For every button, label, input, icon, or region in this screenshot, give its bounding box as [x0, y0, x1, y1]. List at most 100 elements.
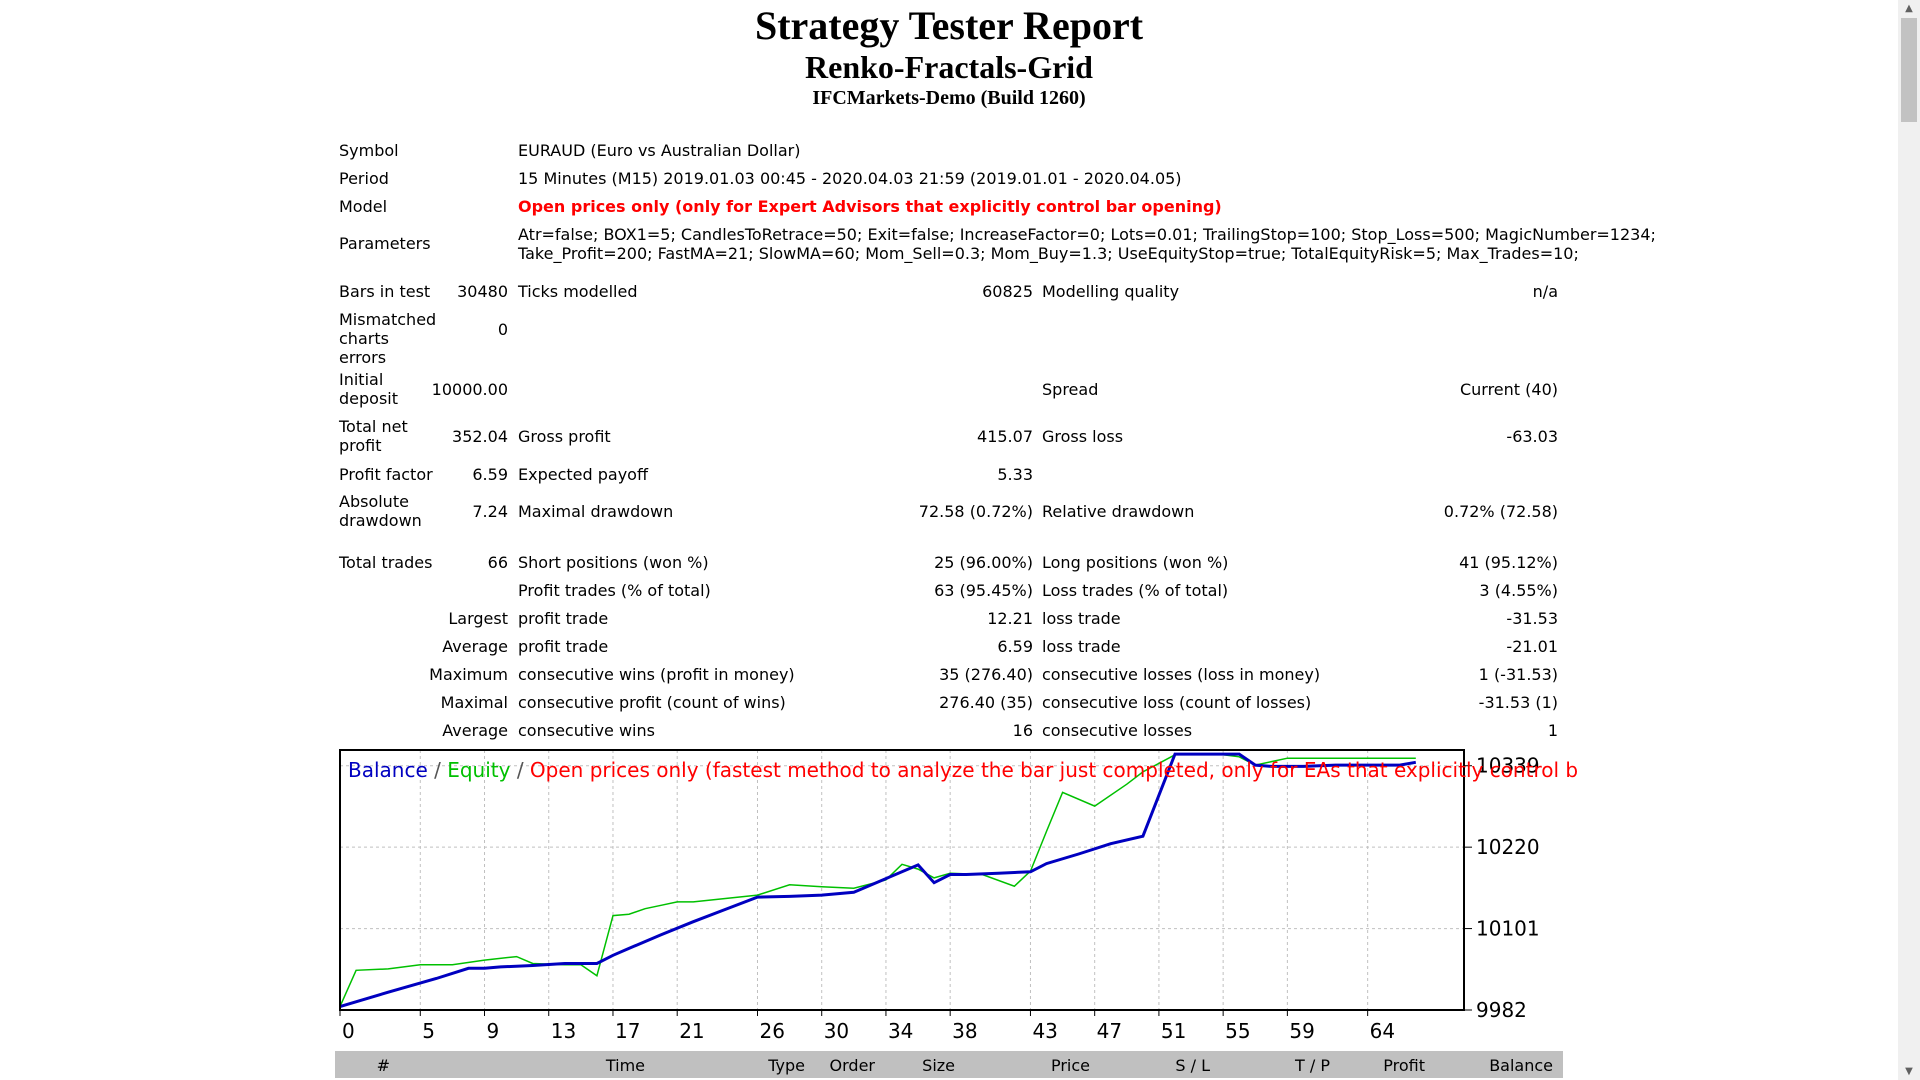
symbol-label: Symbol	[339, 141, 399, 160]
x-tick-label: 5	[422, 1019, 435, 1043]
deposit-label: Initial deposit	[339, 370, 398, 408]
profit-trades-label: Profit trades (% of total)	[518, 581, 711, 600]
maximal-consecutive-loss-label: consecutive loss (count of losses)	[1042, 693, 1312, 712]
y-tick-label: 9982	[1476, 998, 1527, 1022]
max-consecutive-losses-label: consecutive losses (loss in money)	[1042, 665, 1321, 684]
legend-model: Open prices only (fastest method to anal…	[529, 758, 1579, 782]
average-profit-value: 6.59	[997, 637, 1033, 656]
period-value: 15 Minutes (M15) 2019.01.03 00:45 - 2020…	[518, 169, 1182, 188]
relative-drawdown-value: 0.72% (72.58)	[1443, 502, 1558, 521]
vertical-scrollbar[interactable]: ▲ ▼	[1898, 0, 1920, 1080]
chart-legend: Balance / Equity / Open prices only (fas…	[348, 758, 1578, 782]
th-size: Size	[922, 1056, 955, 1075]
report-title: Strategy Tester Report	[754, 3, 1144, 48]
loss-trades-value: 3 (4.55%)	[1479, 581, 1558, 600]
maximum-label: Maximum	[429, 665, 508, 684]
average-loss-value: -21.01	[1506, 637, 1558, 656]
y-tick-label: 10220	[1476, 835, 1540, 859]
largest-profit-label: profit trade	[518, 609, 609, 628]
x-tick-label: 26	[759, 1019, 784, 1043]
th-balance: Balance	[1489, 1056, 1553, 1075]
deposit-value: 10000.00	[431, 380, 508, 399]
gross-loss-label: Gross loss	[1042, 427, 1124, 446]
th-time: Time	[605, 1056, 645, 1075]
parameters-label: Parameters	[339, 234, 431, 253]
th-type: Type	[768, 1056, 805, 1075]
short-positions-label: Short positions (won %)	[518, 553, 709, 572]
legend-equity: Equity	[447, 758, 511, 782]
balance-equity-chart: 9982 10101 10220 10339 0 5 9 13 17 21 26 30 34 38 43 47…	[338, 748, 1578, 1068]
absolute-drawdown-label: Absolute drawdown	[339, 492, 422, 530]
plot-frame	[339, 749, 1465, 1011]
deals-table-header: # Time Type Order Size Price S / L T / P…	[335, 1051, 1563, 1078]
x-tick-label: 55	[1225, 1019, 1250, 1043]
legend-balance: Balance	[348, 758, 428, 782]
largest-label: Largest	[448, 609, 508, 628]
th-price: Price	[1050, 1056, 1090, 1075]
max-consecutive-losses-value: 1 (-31.53)	[1478, 665, 1558, 684]
largest-loss-label: loss trade	[1042, 609, 1121, 628]
scroll-up-arrow-icon[interactable]: ▲	[1905, 3, 1913, 14]
profit-factor-value: 6.59	[472, 465, 508, 484]
short-positions-value: 25 (96.00%)	[934, 553, 1033, 572]
avg-consecutive-wins-label: consecutive wins	[518, 721, 655, 740]
maximal-drawdown-label: Maximal drawdown	[518, 502, 674, 521]
absolute-drawdown-value: 7.24	[472, 502, 508, 521]
parameters-line-1: Atr=false; BOX1=5; CandlesToRetrace=50; …	[518, 225, 1656, 244]
net-profit-value: 352.04	[452, 427, 508, 446]
total-trades-label: Total trades	[339, 553, 433, 572]
gross-profit-label: Gross profit	[518, 427, 611, 446]
x-tick-label: 9	[487, 1019, 500, 1043]
net-profit-label: Total net profit	[339, 417, 408, 455]
max-consecutive-wins-value: 35 (276.40)	[939, 665, 1033, 684]
avg-label: Average	[442, 721, 508, 740]
th-sl: S / L	[1175, 1056, 1210, 1075]
average-label: Average	[442, 637, 508, 656]
maximal-consecutive-loss-value: -31.53 (1)	[1478, 693, 1558, 712]
plot-area	[340, 750, 1464, 1010]
legend-sep-2: /	[510, 758, 530, 782]
spread-value: Current (40)	[1459, 380, 1558, 399]
mismatch-label: Mismatched charts errors	[339, 310, 437, 367]
maximal-consecutive-profit-label: consecutive profit (count of wins)	[518, 693, 786, 712]
maximal-consecutive-profit-value: 276.40 (35)	[939, 693, 1033, 712]
model-value: Open prices only (only for Expert Adviso…	[518, 197, 1222, 216]
x-tick-label: 47	[1097, 1019, 1122, 1043]
scroll-down-arrow-icon[interactable]: ▼	[1905, 1066, 1913, 1077]
y-tick-label: 10101	[1476, 917, 1540, 941]
maximal-drawdown-value: 72.58 (0.72%)	[918, 502, 1033, 521]
relative-drawdown-label: Relative drawdown	[1042, 502, 1195, 521]
ticks-value: 60825	[982, 282, 1033, 301]
long-positions-label: Long positions (won %)	[1042, 553, 1229, 572]
expected-payoff-value: 5.33	[997, 465, 1033, 484]
legend-sep-1: /	[427, 758, 448, 782]
maximal-label: Maximal	[440, 693, 508, 712]
quality-value: n/a	[1532, 282, 1558, 301]
quality-label: Modelling quality	[1042, 282, 1180, 301]
profit-trades-value: 63 (95.45%)	[934, 581, 1033, 600]
x-tick-label: 0	[342, 1019, 355, 1043]
bars-label: Bars in test	[339, 282, 431, 301]
symbol-value: EURAUD (Euro vs Australian Dollar)	[518, 141, 801, 160]
bars-value: 30480	[457, 282, 508, 301]
x-tick-label: 30	[824, 1019, 849, 1043]
profit-factor-label: Profit factor	[339, 465, 433, 484]
th-order: Order	[829, 1056, 875, 1075]
expected-payoff-label: Expected payoff	[518, 465, 648, 484]
x-tick-label: 64	[1370, 1019, 1395, 1043]
balance-line	[339, 752, 1417, 1009]
ticks-label: Ticks modelled	[518, 282, 638, 301]
mismatch-value: 0	[497, 320, 508, 339]
x-tick-label: 21	[679, 1019, 704, 1043]
period-label: Period	[339, 169, 389, 188]
x-tick-label: 34	[888, 1019, 913, 1043]
scrollbar-thumb[interactable]	[1901, 18, 1917, 122]
gross-profit-value: 415.07	[977, 427, 1033, 446]
avg-consecutive-losses-label: consecutive losses	[1042, 721, 1193, 740]
average-loss-label: loss trade	[1042, 637, 1121, 656]
x-tick-label: 38	[952, 1019, 977, 1043]
spread-label: Spread	[1042, 380, 1099, 399]
th-tp: T / P	[1295, 1056, 1330, 1075]
x-tick-label: 43	[1032, 1019, 1057, 1043]
